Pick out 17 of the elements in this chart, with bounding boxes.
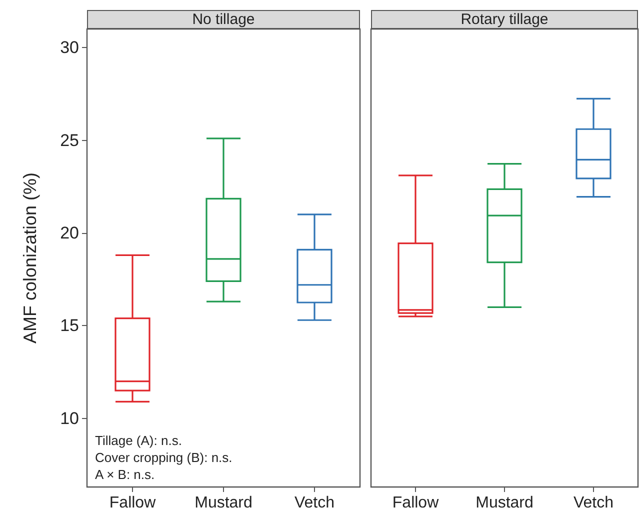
y-axis-title: AMF colonization (%) — [20, 172, 40, 344]
y-tick-label: 10 — [60, 408, 79, 428]
y-tick-label: 25 — [60, 130, 79, 150]
y-tick-label: 20 — [60, 223, 79, 242]
annotation: A × B: n.s. — [95, 467, 155, 482]
annotation: Tillage (A): n.s. — [95, 433, 182, 448]
x-tick-label: Mustard — [476, 494, 534, 512]
x-tick-label: Vetch — [573, 494, 614, 512]
x-tick-label: Mustard — [194, 494, 252, 512]
y-tick-label: 30 — [60, 38, 79, 58]
y-tick-label: 15 — [60, 316, 79, 336]
x-tick-label: Vetch — [294, 494, 335, 512]
x-tick-label: Fallow — [109, 494, 156, 512]
chart-title: No tillage — [87, 10, 360, 29]
chart-title: Rotary tillage — [371, 10, 638, 29]
annotation: Cover cropping (B): n.s. — [95, 450, 232, 465]
x-tick-label: Fallow — [392, 494, 440, 512]
